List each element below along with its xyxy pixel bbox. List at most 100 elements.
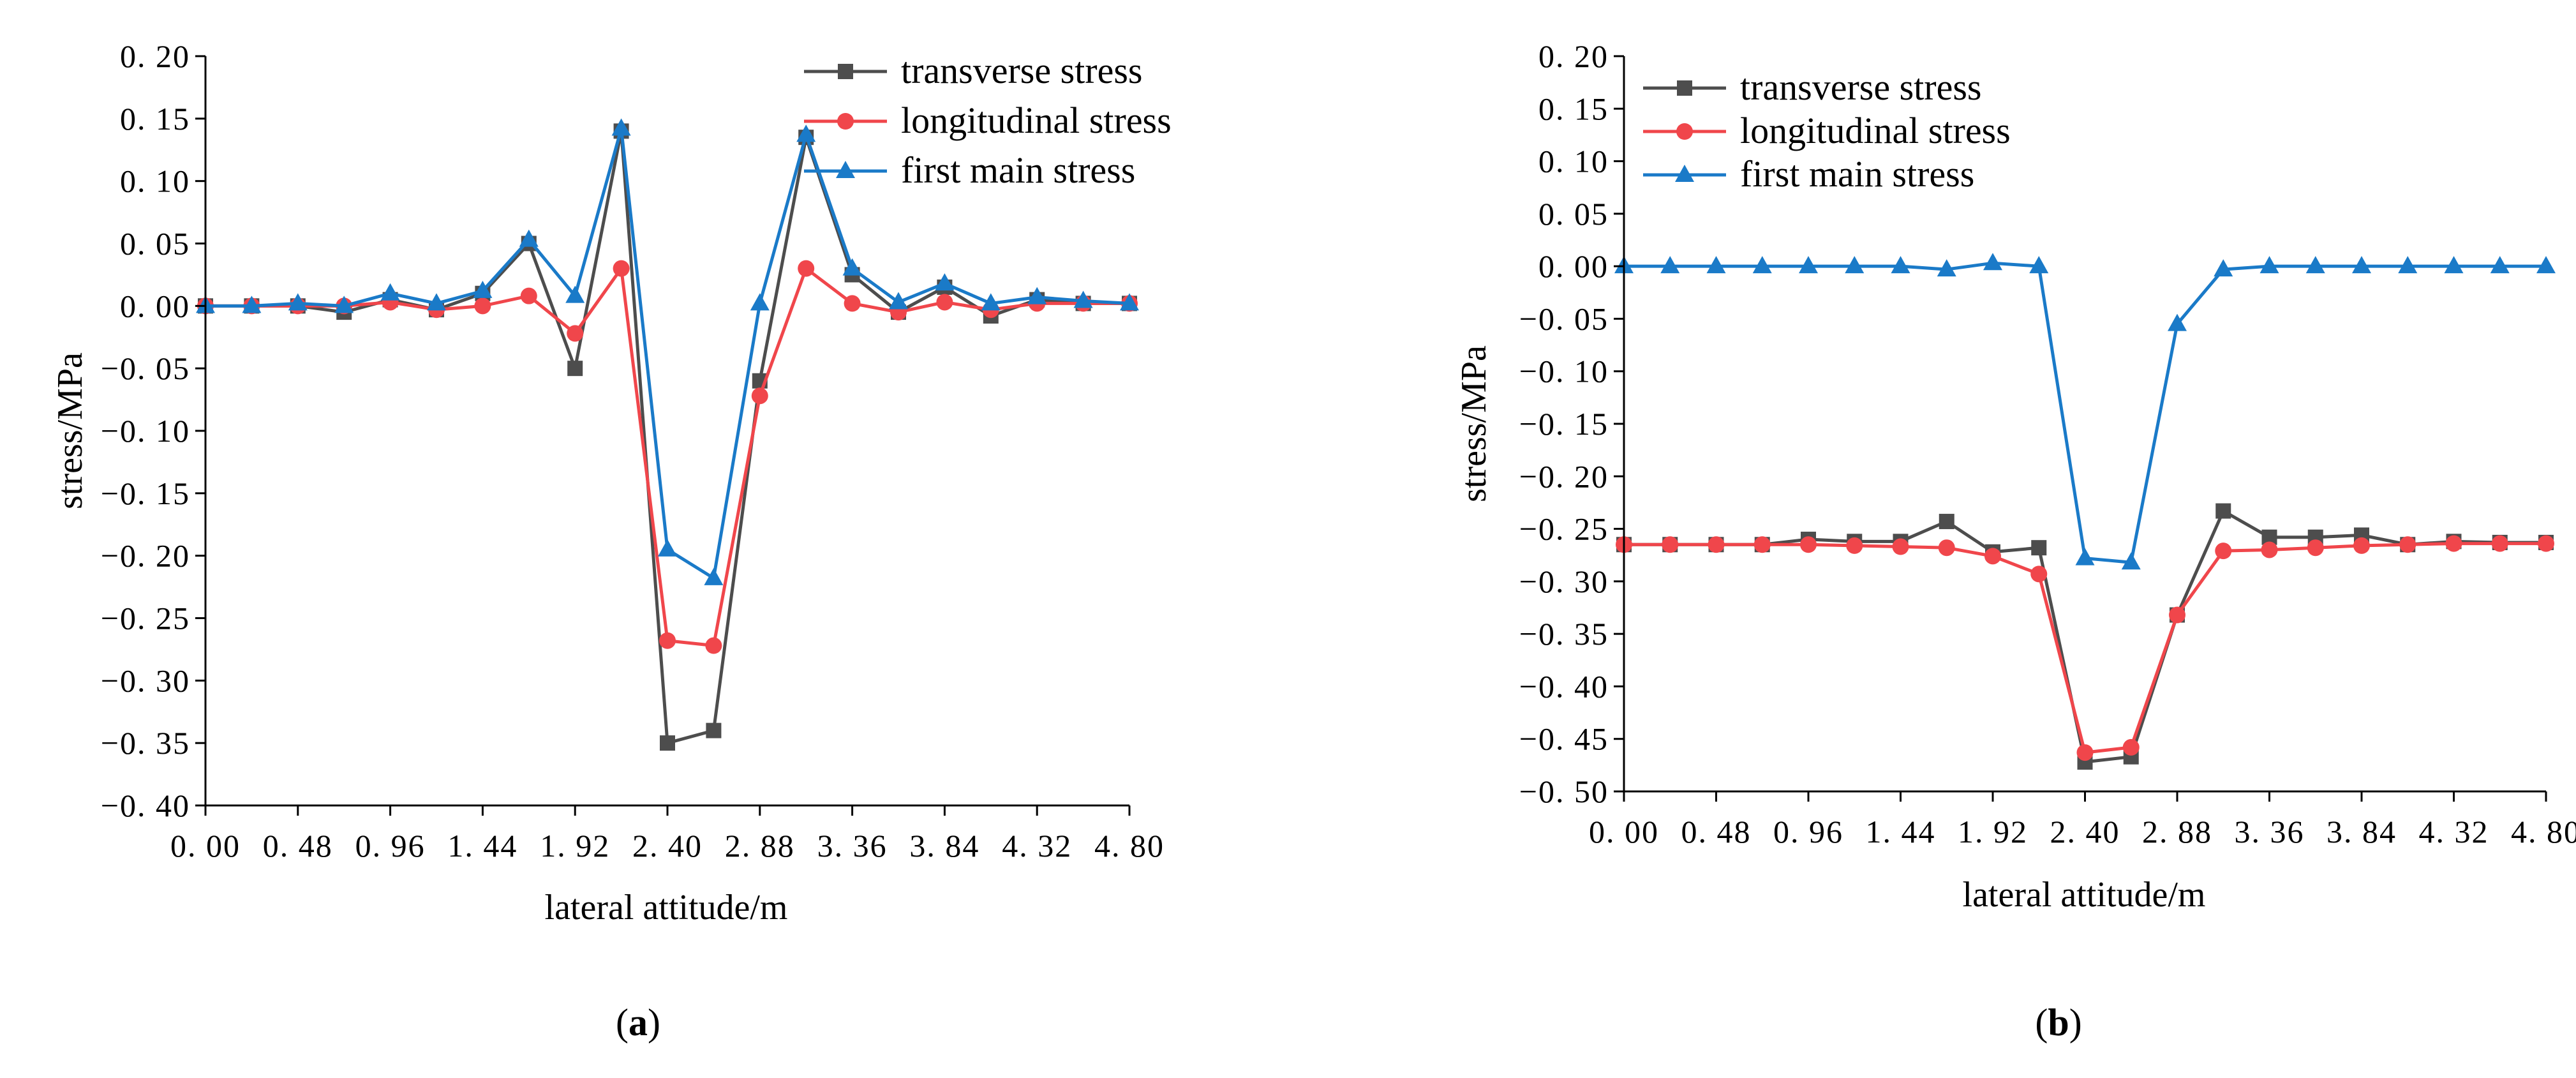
chart-b-point-longitudinal-stress [1846,537,1863,554]
chart-b-point-longitudinal-stress [1939,539,1955,556]
chart-a-xlabel: lateral attitude/m [545,888,788,927]
chart-a-x-tick-label: 1. 44 [447,828,517,864]
chart-a-legend-label-longitudinal-stress: longitudinal stress [901,100,1172,141]
chart-b-x-tick-label: 4. 32 [2419,814,2489,850]
chart-b-xlabel: lateral attitude/m [1963,875,2206,915]
chart-a-x-tick-label: 0. 48 [263,828,333,864]
chart-a-y-tick-label: 0. 15 [120,101,190,137]
chart-a-legend-label-first-main-stress: first main stress [901,149,1135,191]
chart-b-x-tick-label: 2. 88 [2142,814,2212,850]
chart-a-point-longitudinal-stress [474,297,491,314]
chart-a-x-tick-label: 4. 32 [1002,828,1072,864]
chart-a-series-line-first-main-stress [205,128,1129,578]
chart-b-y-tick-label: −0. 40 [1519,668,1609,704]
chart-b-legend-marker-transverse-stress [1677,80,1692,96]
chart-b-point-longitudinal-stress [2538,535,2554,552]
chart-b-x-tick-label: 3. 36 [2235,814,2305,850]
chart-b-point-longitudinal-stress [2353,537,2370,554]
chart-a-x-tick-label: 3. 84 [909,828,979,864]
chart-b-y-tick-label: −0. 10 [1519,354,1609,389]
chart-b-point-longitudinal-stress [2215,543,2231,559]
chart-a-legend: transverse stress longitudinal stress firs… [804,50,1172,191]
chart-b-point-longitudinal-stress [1984,548,2001,564]
chart-a-point-longitudinal-stress [844,295,861,311]
chart-b-point-longitudinal-stress [1893,539,1909,555]
chart-b-x-tick-label: 1. 44 [1866,814,1936,850]
chart-b-x-tick-label: 4. 80 [2511,814,2576,850]
chart-a-series-line-transverse-stress [205,131,1129,743]
chart-b-point-longitudinal-stress [2261,541,2278,558]
panel-label-b-letter: b [2048,1001,2069,1044]
chart-b-point-longitudinal-stress [1800,536,1817,553]
chart-b-point-longitudinal-stress [2399,536,2416,553]
chart-b-point-first-main-stress [1983,253,2002,270]
chart-b-point-first-main-stress [2076,548,2095,565]
chart-b-y-tick-label: 0. 15 [1538,91,1609,126]
panel-label-a-letter: a [629,1001,648,1044]
chart-b-y-tick-label: −0. 05 [1519,301,1609,336]
chart-a-point-longitudinal-stress [659,633,676,649]
chart-b-x-tick-label: 2. 40 [2050,814,2120,850]
chart-b-legend-label-transverse-stress: transverse stress [1740,66,1982,108]
chart-b-point-longitudinal-stress [2307,539,2324,556]
chart-a-point-first-main-stress [843,258,862,276]
chart-b-y-tick-label: −0. 15 [1519,406,1609,442]
chart-a-point-first-main-stress [750,293,770,310]
chart-b-y-tick-label: −0. 50 [1519,774,1609,809]
chart-b-point-longitudinal-stress [2030,565,2047,582]
chart-a-y-tick-label: −0. 25 [101,601,190,636]
chart-b-ylabel: stress/MPa [1454,345,1494,502]
chart-b-point-transverse-stress [2215,504,2231,519]
chart-b-point-longitudinal-stress [2169,607,2185,624]
chart-a-legend-label-transverse-stress: transverse stress [901,50,1143,91]
chart-b-legend-label-first-main-stress: first main stress [1740,153,1974,195]
chart-b-y-tick-label: −0. 35 [1519,616,1609,652]
chart-b-y-tick-label: −0. 25 [1519,511,1609,547]
chart-a-x-tick-label: 2. 40 [632,828,703,864]
chart-a-point-transverse-stress [567,361,583,376]
chart-a-y-tick-label: 0. 00 [120,288,190,324]
chart-a-y-tick-label: −0. 10 [101,413,190,449]
chart-a-point-first-main-stress [704,568,723,585]
chart-a-series-line-longitudinal-stress [205,269,1129,646]
chart-b-x-tick-label: 3. 84 [2327,814,2397,850]
chart-b-series-line-first-main-stress [1624,263,2546,562]
chart-a-point-longitudinal-stress [936,294,953,310]
chart-a-point-first-main-stress [658,539,677,557]
chart-a-series-group [196,118,1139,751]
chart-a-y-tick-label: −0. 15 [101,475,190,511]
chart-a-x-tick-label: 2. 88 [725,828,795,864]
chart-panel-a: 0. 200. 150. 100. 050. 00−0. 05−0. 10−0.… [50,38,1172,1044]
chart-b-y-tick-label: 0. 20 [1538,38,1609,74]
chart-a-x-tick-label: 3. 36 [817,828,888,864]
chart-b-y-tick-label: −0. 30 [1519,564,1609,599]
chart-a-y-tick-label: −0. 35 [101,725,190,761]
chart-panel-b: 0. 20 0. 15 0. 10 0. 05 0. 00 −0. 05 −0. 10 −0.… [1454,38,2576,1044]
chart-b-ticks: 0. 200. 150. 100. 050. 00−0. 05−0. 10−0.… [1519,38,2576,850]
chart-a-y-tick-label: −0. 40 [101,788,190,823]
panel-label-b: (b) [2035,1001,2081,1044]
chart-b-x-tick-label: 1. 92 [1958,814,2028,850]
chart-a-y-tick-label: −0. 30 [101,663,190,698]
chart-b-point-transverse-stress [2031,540,2046,555]
chart-b-y-tick-label: −0. 45 [1519,721,1609,757]
chart-a-y-tick-label: −0. 20 [101,538,190,574]
chart-a-y-tick-label: 0. 05 [120,226,190,262]
chart-b-point-transverse-stress [1939,514,1954,529]
chart-a-point-transverse-stress [660,735,675,751]
chart-b-series-line-longitudinal-stress [1624,544,2546,752]
chart-b-y-tick-label: 0. 05 [1538,196,1609,232]
chart-a-point-first-main-stress [381,283,400,301]
panel-label-a: (a) [616,1001,660,1044]
chart-b-x-tick-label: 0. 00 [1589,814,1659,850]
chart-a-x-tick-label: 0. 96 [355,828,426,864]
chart-a-y-tick-label: −0. 05 [101,350,190,386]
chart-b-series-group [1614,253,2556,770]
chart-a-y-tick-label: 0. 10 [120,163,190,199]
chart-a-point-longitudinal-stress [567,325,583,341]
chart-b-point-longitudinal-stress [2492,535,2508,552]
chart-a-point-longitudinal-stress [752,387,768,404]
chart-b-point-longitudinal-stress [1754,536,1771,553]
chart-a-point-longitudinal-stress [521,288,537,304]
